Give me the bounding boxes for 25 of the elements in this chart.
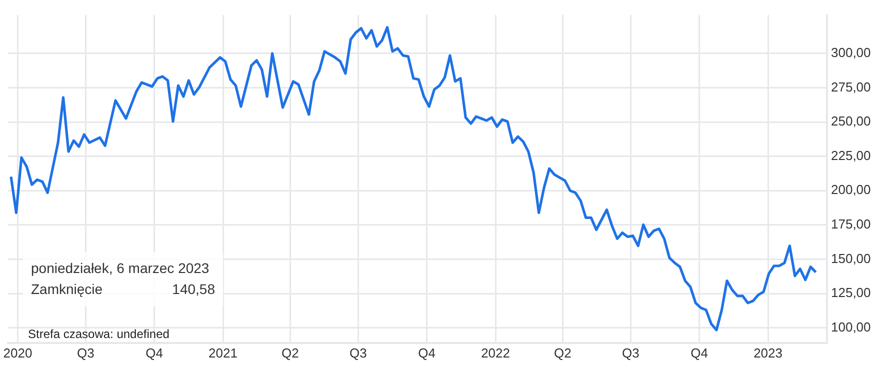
x-tick-label: Q4 xyxy=(146,345,163,360)
y-tick-label: 200,00 xyxy=(831,182,871,198)
y-tick-label: 100,00 xyxy=(831,319,871,334)
x-tick-label: Q2 xyxy=(282,345,299,360)
x-tick-label: 2023 xyxy=(754,345,782,360)
x-tick-label: 2022 xyxy=(481,345,510,360)
y-tick-label: 125,00 xyxy=(831,285,871,300)
x-tick-label: Q3 xyxy=(76,345,94,360)
x-tick-label: Q2 xyxy=(554,345,572,360)
y-tick-label: 175,00 xyxy=(831,216,871,232)
x-tick-label: 2020 xyxy=(3,345,32,360)
x-tick-label: 2021 xyxy=(208,345,238,360)
annotation: Strefa czasowa: undefined xyxy=(28,327,170,341)
annotation: poniedziałek, 6 marzec 2023 xyxy=(31,259,210,278)
annotation: Zamknięcie xyxy=(31,280,103,299)
x-tick-label: Q4 xyxy=(418,345,436,360)
y-tick-label: 300,00 xyxy=(831,45,871,60)
x-tick-label: Q3 xyxy=(622,345,640,360)
x-tick-label: Q4 xyxy=(690,345,708,360)
y-tick-label: 275,00 xyxy=(831,79,871,94)
annotation: 140,58 xyxy=(172,280,215,299)
y-tick-label: 225,00 xyxy=(831,148,871,163)
x-tick-label: Q3 xyxy=(349,345,367,360)
y-tick-label: 250,00 xyxy=(831,114,871,129)
y-tick-label: 150,00 xyxy=(831,250,871,266)
